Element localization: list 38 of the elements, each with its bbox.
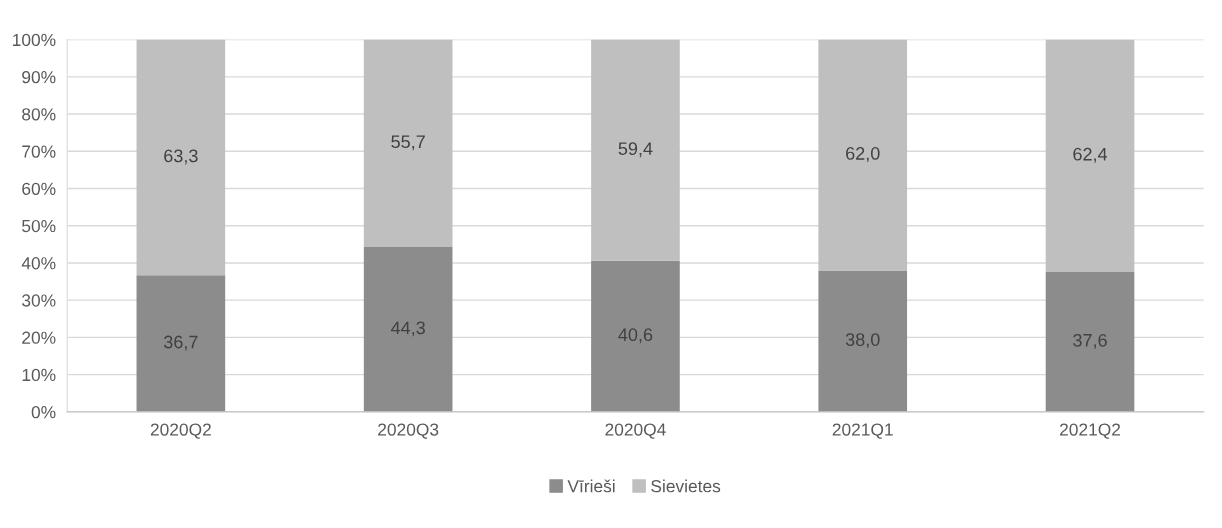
data-label: 44,3 (390, 321, 425, 337)
bar (136, 39, 226, 276)
legend-label: Vīrieši (567, 479, 615, 493)
data-label: 40,6 (618, 328, 653, 344)
y-tick-label: 40% (21, 257, 56, 270)
data-label: 62,4 (1073, 147, 1108, 163)
data-label: 62,0 (846, 147, 880, 162)
y-tick-label: 60% (22, 182, 56, 195)
data-label: 36,7 (163, 335, 198, 351)
data-label: 38,0 (845, 333, 880, 349)
bar (818, 39, 908, 271)
x-tick-label: 2021Q1 (832, 423, 893, 439)
y-tick-label: 30% (22, 294, 56, 307)
bar (591, 260, 680, 412)
bar (363, 246, 453, 412)
y-tick-label: 0% (31, 406, 56, 419)
bar (1045, 271, 1135, 412)
x-tick-label: 2020Q3 (378, 423, 439, 439)
bar (363, 39, 453, 247)
y-tick-label: 70% (22, 145, 56, 158)
data-label: 63,3 (164, 149, 198, 165)
x-tick-label: 2021Q2 (1060, 423, 1121, 439)
x-tick-label: 2020Q2 (150, 423, 211, 439)
x-tick-label: 2020Q4 (605, 423, 666, 439)
data-label: 37,6 (1073, 333, 1107, 349)
y-tick-label: 100% (13, 33, 56, 47)
data-label: 59,4 (618, 142, 653, 158)
y-tick-label: 90% (22, 70, 56, 84)
y-tick-label: 20% (22, 331, 56, 344)
bar (591, 39, 680, 261)
legend-label: Sievietes (651, 479, 721, 493)
data-label: 55,7 (391, 135, 425, 151)
y-tick-label: 50% (22, 219, 56, 233)
y-tick-label: 80% (22, 108, 56, 121)
bar (818, 270, 908, 412)
bar (136, 275, 226, 412)
bar (1045, 39, 1135, 272)
y-tick-label: 10% (22, 368, 56, 382)
